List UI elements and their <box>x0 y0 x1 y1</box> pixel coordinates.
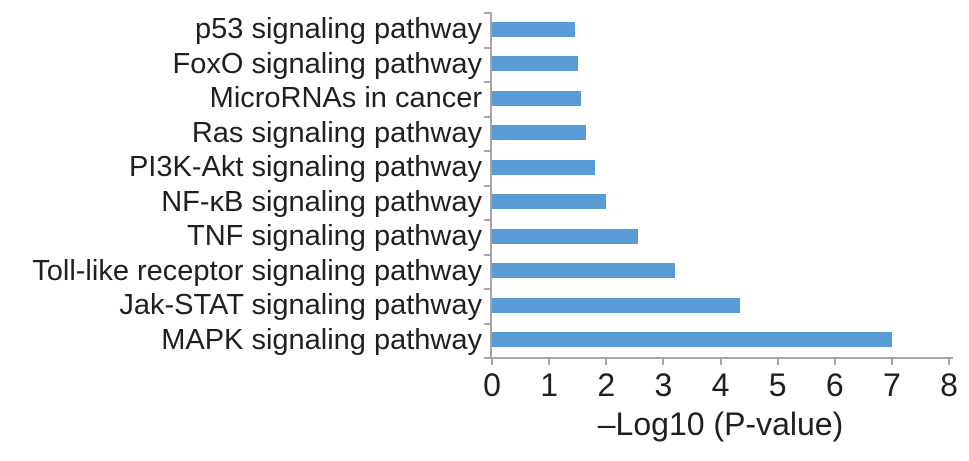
x-tick-label: 2 <box>597 367 616 403</box>
x-tick-mark <box>662 357 665 365</box>
category-label: Jak-STAT signaling pathway <box>119 289 482 321</box>
y-tick-mark <box>484 357 490 359</box>
y-tick-mark <box>484 115 490 118</box>
x-tick-mark <box>890 357 893 365</box>
x-tick-mark <box>491 357 493 365</box>
category-label: Toll-like receptor signaling pathway <box>32 254 482 287</box>
y-tick-mark <box>484 150 490 152</box>
bar <box>492 297 741 313</box>
x-tick-label: 1 <box>540 367 559 403</box>
category-label: MAPK signaling pathway <box>161 323 482 356</box>
bar <box>492 263 675 279</box>
y-tick-mark <box>484 81 490 83</box>
x-tick-mark <box>719 357 722 365</box>
bar <box>492 90 581 106</box>
bar <box>492 21 575 37</box>
category-label: FoxO signaling pathway <box>172 47 483 80</box>
x-tick-label: 0 <box>483 367 501 403</box>
y-tick-mark <box>484 184 490 187</box>
x-tick-label: 5 <box>768 367 787 403</box>
category-label: MicroRNAs in cancer <box>209 82 482 114</box>
x-tick-mark <box>605 357 608 365</box>
x-tick-label: 6 <box>825 367 844 403</box>
y-tick-mark <box>484 46 490 49</box>
y-tick-mark <box>484 253 490 256</box>
x-axis-title: –Log10 (P-value) <box>597 406 844 442</box>
x-tick-mark <box>548 357 551 365</box>
x-tick-label: 4 <box>711 367 730 403</box>
y-tick-mark <box>484 288 490 290</box>
x-tick-mark <box>776 357 779 365</box>
bar <box>492 125 587 141</box>
bar <box>492 194 607 210</box>
x-tick-mark <box>948 357 950 365</box>
y-tick-mark <box>484 322 490 325</box>
x-tick-label: 3 <box>654 367 673 403</box>
category-label: Ras signaling pathway <box>191 116 482 149</box>
category-label: PI3K-Akt signaling pathway <box>128 151 482 183</box>
y-tick-mark <box>484 12 490 14</box>
category-label: p53 signaling pathway <box>195 13 482 45</box>
bar <box>492 228 638 244</box>
category-label: TNF signaling pathway <box>187 220 482 252</box>
x-tick-label: 8 <box>940 367 958 403</box>
y-tick-mark <box>484 219 490 221</box>
x-tick-label: 7 <box>882 367 901 403</box>
category-label: NF-κB signaling pathway <box>161 185 482 218</box>
bar <box>492 56 578 72</box>
bar <box>492 159 595 175</box>
bar <box>492 332 892 348</box>
x-tick-mark <box>833 357 836 365</box>
y-axis-line <box>490 12 492 359</box>
